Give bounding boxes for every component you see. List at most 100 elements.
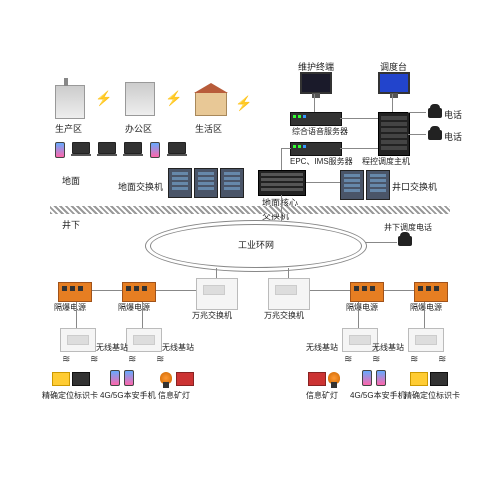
- laptop-icon: [124, 142, 142, 154]
- house-icon: [195, 92, 227, 116]
- core-switch-icon: [258, 170, 306, 196]
- connector: [306, 182, 340, 183]
- production-label: 生产区: [55, 122, 82, 135]
- connector: [424, 302, 425, 328]
- dispatch-host-icon: [378, 112, 410, 156]
- wifi-icon: ⚡: [235, 95, 252, 112]
- telephone-label: 电话: [444, 130, 462, 143]
- underground-label: 井下: [62, 218, 80, 231]
- isolated-ps-icon: [58, 282, 92, 302]
- connector: [384, 290, 414, 291]
- connector: [156, 290, 196, 291]
- info-lamp-icon: [328, 372, 340, 384]
- safe-phone-label: 4G/5G本安手机: [350, 390, 406, 401]
- factory-icon: [55, 85, 85, 119]
- laptop-icon: [168, 142, 186, 154]
- isolated-ps-label: 隔爆电源: [346, 302, 378, 313]
- telephone-label: 电话: [444, 108, 462, 121]
- surface-label: 地面: [62, 174, 80, 187]
- connector: [408, 134, 426, 135]
- wifi-icon: ⚡: [165, 90, 182, 107]
- connector: [392, 94, 393, 112]
- wireless-base-label: 无线基站: [96, 342, 128, 353]
- wellhead-switch-label: 井口交换机: [392, 180, 437, 193]
- connector: [314, 94, 315, 112]
- office-building-icon: [125, 82, 155, 116]
- location-card-icon: [72, 372, 90, 386]
- voice-label: 综合语音服务器: [292, 126, 348, 137]
- safe-phone-icon: [110, 370, 120, 386]
- info-lamp-label: 信息矿灯: [306, 390, 338, 401]
- maintenance-terminal-icon: [300, 72, 332, 94]
- wellhead-switch-icon: [366, 170, 390, 200]
- office-label: 办公区: [125, 122, 152, 135]
- wireless-base-icon: [408, 328, 444, 352]
- location-card-label: 精确定位标识卡: [42, 390, 98, 401]
- connector: [281, 148, 291, 149]
- connector: [216, 268, 217, 278]
- telephone-icon: [428, 130, 442, 140]
- connector: [358, 302, 359, 328]
- laptop-icon: [72, 142, 90, 154]
- surface-switch-label: 地面交换机: [118, 180, 163, 193]
- ten-g-switch-icon: [268, 278, 310, 310]
- connector: [340, 118, 378, 119]
- info-lamp-label: 信息矿灯: [158, 390, 190, 401]
- network-diagram: ⚡ ⚡ ⚡ 生产区 办公区 生活区 地面 地面交换机 维护终端 调度台 综合语音…: [0, 0, 500, 500]
- epc-label: EPC、IMS服务器: [290, 156, 353, 167]
- maintenance-label: 维护终端: [298, 60, 334, 73]
- signal-icon: ≋: [344, 354, 352, 365]
- living-label: 生活区: [195, 122, 222, 135]
- wireless-base-label: 无线基站: [306, 342, 338, 353]
- ten-g-switch-label: 万兆交换机: [192, 310, 232, 321]
- connector: [142, 302, 143, 328]
- surface-switch-icon: [220, 168, 244, 198]
- connector: [281, 148, 282, 170]
- phone-icon: [150, 142, 160, 158]
- epc-server-icon: [290, 142, 342, 156]
- ten-g-switch-label: 万兆交换机: [264, 310, 304, 321]
- dispatch-console-icon: [378, 72, 410, 94]
- signal-icon: ≋: [438, 354, 446, 365]
- location-card-icon: [410, 372, 428, 386]
- isolated-ps-icon: [122, 282, 156, 302]
- wireless-base-icon: [126, 328, 162, 352]
- signal-icon: ≋: [90, 354, 98, 365]
- isolated-ps-label: 隔爆电源: [118, 302, 150, 313]
- location-card-label: 精确定位标识卡: [404, 390, 460, 401]
- host-label: 程控调度主机: [362, 156, 410, 167]
- ground-divider: [50, 206, 450, 214]
- ring-label: 工业环网: [238, 238, 274, 251]
- info-lamp-icon: [176, 372, 194, 386]
- dispatch-label: 调度台: [380, 60, 407, 73]
- connector: [76, 302, 77, 328]
- safe-phone-icon: [124, 370, 134, 386]
- voice-server-icon: [290, 112, 342, 126]
- signal-icon: ≋: [410, 354, 418, 365]
- surface-switch-icon: [168, 168, 192, 198]
- safe-phone-icon: [362, 370, 372, 386]
- wireless-base-icon: [60, 328, 96, 352]
- signal-icon: ≋: [128, 354, 136, 365]
- phone-icon: [55, 142, 65, 158]
- dispatch-phone-label: 井下调度电话: [384, 222, 432, 233]
- signal-icon: ≋: [62, 354, 70, 365]
- connector: [340, 148, 378, 149]
- signal-icon: ≋: [372, 354, 380, 365]
- connector: [281, 195, 282, 221]
- isolated-ps-label: 隔爆电源: [410, 302, 442, 313]
- wellhead-switch-icon: [340, 170, 364, 200]
- dispatch-phone-icon: [398, 236, 412, 246]
- safe-phone-icon: [376, 370, 386, 386]
- connector: [310, 290, 350, 291]
- isolated-ps-icon: [350, 282, 384, 302]
- connector: [92, 290, 122, 291]
- safe-phone-label: 4G/5G本安手机: [100, 390, 156, 401]
- location-card-icon: [430, 372, 448, 386]
- connector: [365, 242, 397, 243]
- telephone-icon: [428, 108, 442, 118]
- surface-switch-icon: [194, 168, 218, 198]
- wireless-base-label: 无线基站: [372, 342, 404, 353]
- location-card-icon: [52, 372, 70, 386]
- info-lamp-icon: [160, 372, 172, 384]
